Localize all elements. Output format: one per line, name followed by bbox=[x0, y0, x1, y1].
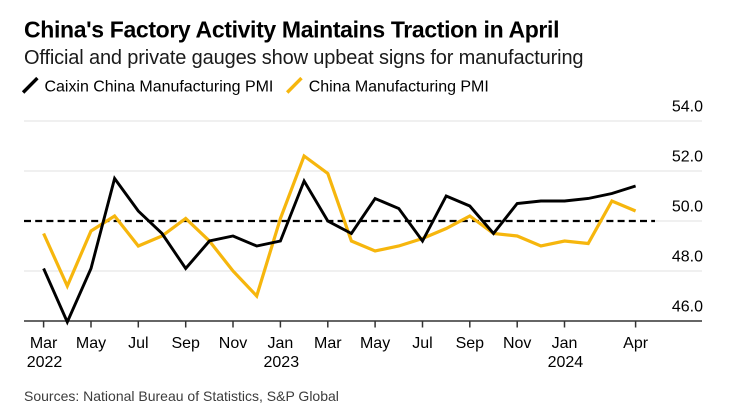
svg-text:46.0: 46.0 bbox=[672, 299, 703, 316]
svg-text:Sep: Sep bbox=[171, 335, 200, 352]
svg-text:Mar: Mar bbox=[30, 335, 58, 352]
svg-text:Nov: Nov bbox=[503, 335, 531, 352]
svg-text:China's Factory Activity Maint: China's Factory Activity Maintains Tract… bbox=[24, 17, 559, 43]
svg-text:Caixin China Manufacturing PMI: Caixin China Manufacturing PMI bbox=[45, 79, 274, 96]
svg-text:2022: 2022 bbox=[27, 354, 63, 371]
svg-text:May: May bbox=[360, 335, 390, 352]
svg-text:48.0: 48.0 bbox=[672, 249, 703, 266]
svg-text:50.0: 50.0 bbox=[672, 199, 703, 216]
svg-text:Sources: National Bureau of St: Sources: National Bureau of Statistics, … bbox=[24, 388, 339, 404]
svg-text:Jan: Jan bbox=[552, 335, 578, 352]
svg-text:Sep: Sep bbox=[456, 335, 485, 352]
svg-text:Jul: Jul bbox=[412, 335, 432, 352]
svg-text:China Manufacturing PMI: China Manufacturing PMI bbox=[309, 79, 489, 96]
svg-text:Jan: Jan bbox=[268, 335, 294, 352]
svg-text:Apr: Apr bbox=[623, 335, 649, 352]
svg-text:Nov: Nov bbox=[219, 335, 247, 352]
svg-text:54.0: 54.0 bbox=[672, 99, 703, 116]
svg-text:52.0: 52.0 bbox=[672, 149, 703, 166]
svg-text:Mar: Mar bbox=[314, 335, 342, 352]
svg-text:Official and private gauges sh: Official and private gauges show upbeat … bbox=[24, 47, 583, 69]
svg-text:May: May bbox=[76, 335, 106, 352]
svg-text:2024: 2024 bbox=[548, 354, 584, 371]
svg-text:Jul: Jul bbox=[128, 335, 148, 352]
svg-text:2023: 2023 bbox=[264, 354, 300, 371]
